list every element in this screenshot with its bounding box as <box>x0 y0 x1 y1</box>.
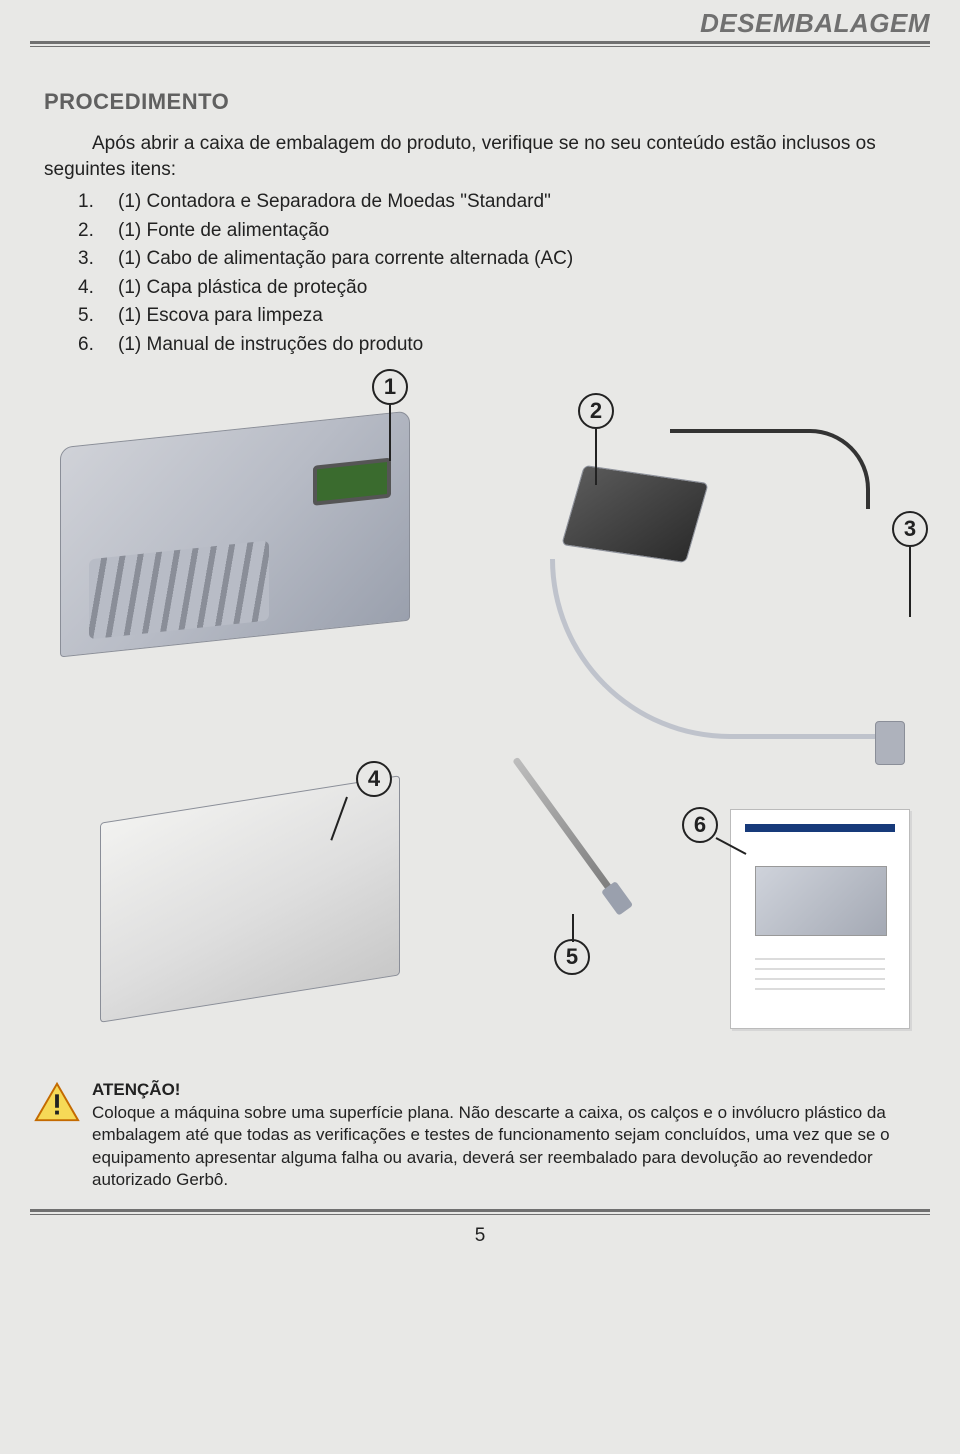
footer-rule-thick <box>30 1209 930 1212</box>
item-number: 5. <box>78 302 118 331</box>
item-text: (1) Capa plástica de proteção <box>118 274 930 303</box>
illustration-psu-cable <box>670 429 870 509</box>
attention-title: ATENÇÃO! <box>92 1080 180 1099</box>
list-item: 2. (1) Fonte de alimentação <box>78 217 930 246</box>
callout-5: 5 <box>554 939 590 975</box>
callout-3: 3 <box>892 511 928 547</box>
header-rule-thick <box>30 41 930 44</box>
item-text: (1) Fonte de alimentação <box>118 217 930 246</box>
illustration-cover <box>100 776 400 1024</box>
leader-line <box>909 547 911 617</box>
section-title: PROCEDIMENTO <box>44 89 930 115</box>
illustration-ac-cable <box>550 559 890 739</box>
illustration-plug <box>875 721 905 765</box>
header-rule-thin <box>30 46 930 47</box>
page-header-title: DESEMBALAGEM <box>30 0 930 41</box>
leader-line <box>572 914 574 942</box>
attention-block: ATENÇÃO! Coloque a máquina sobre uma sup… <box>30 1079 930 1191</box>
attention-text: ATENÇÃO! Coloque a máquina sobre uma sup… <box>92 1079 926 1191</box>
illustration-machine <box>60 411 410 658</box>
item-text: (1) Manual de instruções do produto <box>118 331 930 360</box>
warning-icon <box>34 1081 80 1123</box>
item-text: (1) Cabo de alimentação para corrente al… <box>118 245 930 274</box>
list-item: 6. (1) Manual de instruções do produto <box>78 331 930 360</box>
unpacking-diagram: 1 2 3 4 5 6 <box>30 369 930 1069</box>
item-number: 4. <box>78 274 118 303</box>
list-item: 5. (1) Escova para limpeza <box>78 302 930 331</box>
item-text: (1) Escova para limpeza <box>118 302 930 331</box>
items-list: 1. (1) Contadora e Separadora de Moedas … <box>78 188 930 359</box>
leader-line <box>389 405 391 461</box>
callout-6: 6 <box>682 807 718 843</box>
attention-body: Coloque a máquina sobre uma superfície p… <box>92 1103 890 1189</box>
intro-paragraph: Após abrir a caixa de embalagem do produ… <box>44 131 930 182</box>
illustration-manual <box>730 809 910 1029</box>
item-text: (1) Contadora e Separadora de Moedas "St… <box>118 188 930 217</box>
leader-line <box>595 429 597 485</box>
item-number: 2. <box>78 217 118 246</box>
callout-2: 2 <box>578 393 614 429</box>
callout-1: 1 <box>372 369 408 405</box>
item-number: 1. <box>78 188 118 217</box>
list-item: 4. (1) Capa plástica de proteção <box>78 274 930 303</box>
list-item: 3. (1) Cabo de alimentação para corrente… <box>78 245 930 274</box>
footer-rule-thin <box>30 1214 930 1215</box>
list-item: 1. (1) Contadora e Separadora de Moedas … <box>78 188 930 217</box>
page-number: 5 <box>30 1225 930 1261</box>
item-number: 3. <box>78 245 118 274</box>
item-number: 6. <box>78 331 118 360</box>
illustration-brush <box>512 757 618 899</box>
